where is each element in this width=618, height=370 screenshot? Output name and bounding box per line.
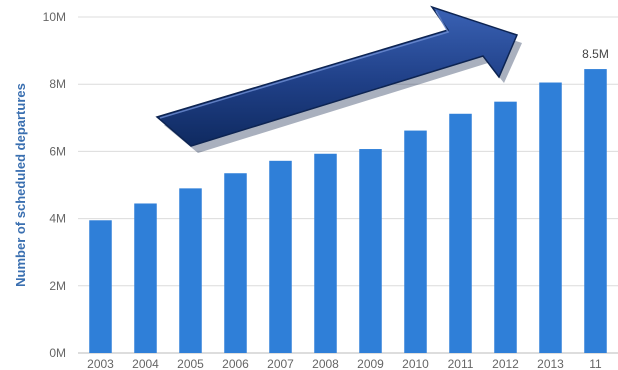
x-tick-label: 2005 <box>177 357 204 370</box>
bar <box>314 153 337 353</box>
x-tick-label: 2010 <box>402 357 429 370</box>
bar <box>269 160 292 353</box>
y-axis-label: Number of scheduled departures <box>13 83 28 287</box>
x-tick-label: 2007 <box>267 357 294 370</box>
bar <box>449 113 472 353</box>
x-tick-label: 2006 <box>222 357 249 370</box>
x-tick-label: 2009 <box>357 357 384 370</box>
x-tick-label: 2008 <box>312 357 339 370</box>
trend-arrow-highlight <box>159 10 450 119</box>
y-tick-label: 4M <box>49 212 66 226</box>
x-axis-ticks: 2003 2004 2005 2006 2007 2008 2009 2010 2011 2012… <box>87 357 602 370</box>
data-label: 8.5M <box>582 47 609 61</box>
bar <box>494 101 517 353</box>
data-labels: 8.5M <box>582 47 609 61</box>
x-tick-label: 2011 <box>448 357 474 370</box>
trend-arrow <box>155 5 522 153</box>
bars <box>89 69 607 354</box>
bar <box>224 173 247 353</box>
y-tick-label: 0M <box>49 346 66 360</box>
x-tick-label: 2004 <box>132 357 159 370</box>
y-tick-label: 8M <box>49 77 66 91</box>
x-tick-label: 2013 <box>537 357 564 370</box>
x-tick-label: 2003 <box>87 357 114 370</box>
x-tick-label: 2012 <box>492 357 519 370</box>
bar <box>539 82 562 354</box>
bar <box>179 188 202 353</box>
bar <box>584 69 607 353</box>
bar <box>404 130 427 353</box>
y-tick-label: 2M <box>49 279 66 293</box>
bar <box>134 203 157 353</box>
y-tick-label: 10M <box>43 10 66 24</box>
y-axis-ticks: 0M 2M 4M 6M 8M 10M <box>43 10 66 360</box>
x-tick-label: 11 <box>589 357 602 370</box>
y-tick-label: 6M <box>49 144 66 158</box>
bar <box>89 220 112 353</box>
bar <box>359 149 382 353</box>
